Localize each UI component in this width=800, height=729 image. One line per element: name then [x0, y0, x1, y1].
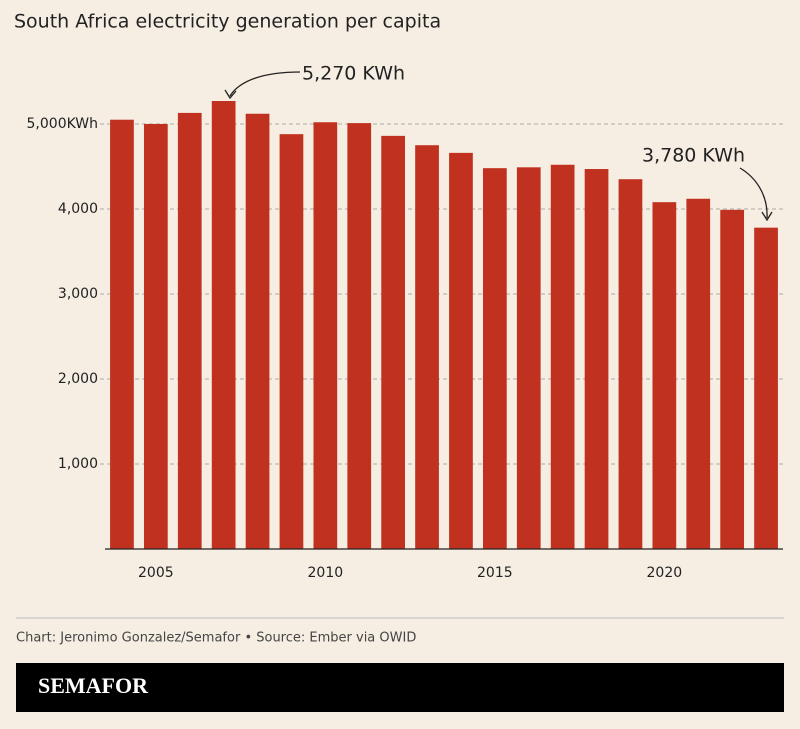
brand: SEMAFOR: [38, 673, 149, 698]
bar: [550, 164, 575, 549]
chart-title: South Africa electricity generation per …: [14, 11, 441, 33]
annotation: 5,270 KWh: [302, 63, 405, 85]
bar: [449, 152, 473, 550]
bar: [211, 101, 236, 549]
bar: [177, 112, 202, 549]
y-tick-label: 5,000KWh: [27, 116, 98, 132]
bar: [110, 119, 134, 550]
bar: [584, 169, 609, 549]
bar: [516, 167, 541, 549]
arrowhead: [224, 89, 237, 100]
bar: [652, 202, 677, 549]
source: Chart: Jeronimo Gonzalez/Semafor • Sourc…: [16, 631, 416, 646]
arrowhead: [761, 211, 773, 222]
x-tick-label: 2020: [647, 565, 683, 581]
bar: [754, 227, 778, 550]
bar: [245, 113, 270, 550]
bar: [618, 179, 643, 549]
bar: [720, 209, 745, 549]
annotation: 3,780 KWh: [642, 145, 745, 167]
brand-bar: [16, 663, 784, 712]
x-tick-label: 2005: [138, 565, 174, 581]
bar: [381, 135, 406, 550]
bar: [482, 168, 507, 549]
bar: [143, 123, 168, 550]
annotation-arrow: [739, 167, 768, 219]
annotation-arrow: [229, 71, 301, 97]
y-tick-label: 3,000: [58, 286, 98, 302]
bar: [686, 198, 711, 550]
x-tick-label: 2010: [308, 565, 344, 581]
bar: [313, 122, 338, 550]
x-tick-label: 2015: [477, 565, 513, 581]
bar: [415, 145, 439, 549]
bar: [279, 134, 304, 549]
y-tick-label: 2,000: [58, 371, 98, 387]
y-tick-label: 1,000: [58, 456, 98, 472]
plot: 1,000 2,000 3,000 4,000 5,000KWh 2005 2010 2015…: [27, 101, 783, 581]
bar: [347, 123, 372, 549]
y-tick-label: 4,000: [58, 201, 98, 217]
